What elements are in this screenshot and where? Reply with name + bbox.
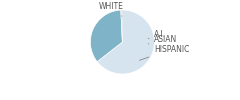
Wedge shape [97, 10, 154, 74]
Wedge shape [90, 10, 122, 62]
Text: ASIAN: ASIAN [148, 35, 178, 44]
Text: HISPANIC: HISPANIC [139, 44, 190, 60]
Wedge shape [121, 10, 122, 42]
Text: WHITE: WHITE [98, 2, 123, 16]
Text: A.I.: A.I. [148, 30, 167, 40]
